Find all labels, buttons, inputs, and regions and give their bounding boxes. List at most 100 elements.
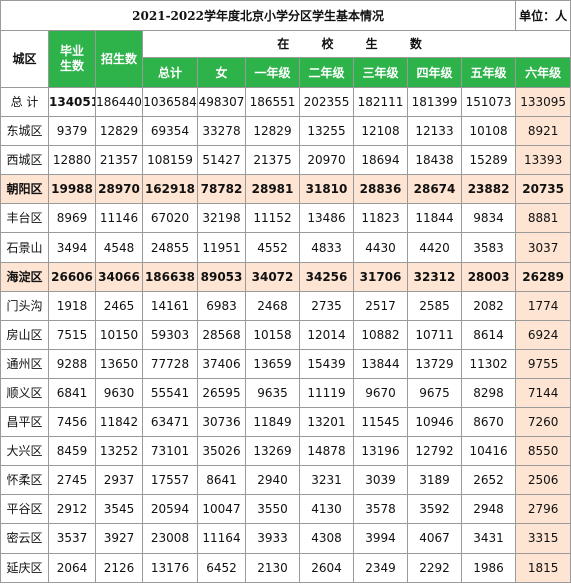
grade-3-cell: 3039 [353,465,408,496]
grade-3-cell: 13196 [353,436,408,467]
grade-3-cell: 31706 [353,261,408,292]
district-row: 东城区 9379 12829 69354 33278 12829 13255 12108 121… [0,116,571,147]
grade-6-cell: 8921 [515,116,571,147]
total-cell: 77728 [142,348,198,379]
grade-4-cell: 2292 [407,552,462,583]
grade-2-cell: 2604 [299,552,354,583]
district-name-cell: 怀柔区 [0,465,49,496]
district-name-cell: 密云区 [0,523,49,554]
grade-1-cell: 11152 [245,203,300,234]
grade-5-cell: 2652 [460,465,517,496]
grade-6-cell: 26289 [515,261,571,292]
enrollment-cell: 34066 [95,261,143,292]
grade-1-cell: 13269 [245,436,300,467]
district-row: 朝阳区 19988 28970 162918 78782 28981 31810 28836 2… [0,174,571,205]
graduates-cell: 9288 [48,348,96,379]
grade-2-cell: 13255 [299,116,354,147]
grade-4-cell: 3592 [407,494,462,525]
enrollment-cell: 28970 [95,174,143,205]
grade-2-cell: 14878 [299,436,354,467]
table-title: 2021-2022学年度北京小学分区学生基本情况 [0,0,517,31]
grade-5-cell: 3583 [460,232,517,263]
graduates-cell: 3537 [48,523,96,554]
grade-3-cell: 28836 [353,174,408,205]
enrollment-cell: 13650 [95,348,143,379]
grade-2-cell: 31810 [299,174,354,205]
in-school-header: 在 校 生 数 [141,30,571,58]
grade-2-cell: 34256 [299,261,354,292]
graduates-cell: 9379 [48,116,96,147]
grade-2-cell: 4833 [299,232,354,263]
total-cell: 20594 [142,494,198,525]
grade-1-cell: 28981 [245,174,300,205]
grade-4-cell: 13729 [407,348,462,379]
total-cell: 1036584 [142,86,198,118]
grade-5-cell: 15289 [460,145,517,176]
graduates-cell: 26606 [48,261,96,292]
grade-4-cell: 28674 [407,174,462,205]
grade-2-header: 二年级 [299,57,354,88]
district-name-cell: 朝阳区 [0,174,49,205]
graduates-cell: 134051 [48,86,96,118]
grade-6-cell: 6924 [515,319,571,350]
district-row: 海淀区 26606 34066 186638 89053 34072 34256 31706 3… [0,261,571,292]
grade-3-cell: 2517 [353,290,408,321]
enrollment-cell: 2126 [95,552,143,583]
total-cell: 67020 [142,203,198,234]
grade-4-cell: 18438 [407,145,462,176]
grade-1-cell: 13659 [245,348,300,379]
graduates-cell: 19988 [48,174,96,205]
graduates-cell: 2745 [48,465,96,496]
female-cell: 78782 [197,174,246,205]
grade-2-cell: 13486 [299,203,354,234]
grade-5-cell: 23882 [460,174,517,205]
grade-1-cell: 3550 [245,494,300,525]
grade-3-cell: 2349 [353,552,408,583]
female-cell: 37406 [197,348,246,379]
total-cell: 73101 [142,436,198,467]
total-cell: 69354 [142,116,198,147]
graduates-header: 毕业生数 [48,30,96,88]
grade-2-cell: 13201 [299,407,354,438]
graduates-cell: 6841 [48,377,96,409]
enrollment-cell: 4548 [95,232,143,263]
grade-4-cell: 12792 [407,436,462,467]
district-row: 大兴区 8459 13252 73101 35026 13269 14878 13196 127… [0,436,571,467]
grade-5-cell: 28003 [460,261,517,292]
grade-4-cell: 11844 [407,203,462,234]
district-row: 昌平区 7456 11842 63471 30736 11849 13201 11545 109… [0,407,571,438]
female-cell: 26595 [197,377,246,409]
grade-4-cell: 2585 [407,290,462,321]
grade-5-cell: 11302 [460,348,517,379]
grade-3-cell: 11823 [353,203,408,234]
grade-1-cell: 2130 [245,552,300,583]
female-cell: 51427 [197,145,246,176]
total-cell: 14161 [142,290,198,321]
grade-3-header: 三年级 [353,57,408,88]
graduates-cell: 3494 [48,232,96,263]
district-name-cell: 门头沟 [0,290,49,321]
grade-3-cell: 3578 [353,494,408,525]
district-row: 顺义区 6841 9630 55541 26595 9635 11119 9670 9675 82… [0,377,571,409]
grade-5-cell: 3431 [460,523,517,554]
grade-2-cell: 15439 [299,348,354,379]
enrollment-cell: 21357 [95,145,143,176]
district-name-cell: 石景山 [0,232,49,263]
grade-2-cell: 12014 [299,319,354,350]
female-cell: 498307 [197,86,246,118]
grade-3-cell: 9670 [353,377,408,409]
total-cell: 162918 [142,174,198,205]
female-cell: 32198 [197,203,246,234]
district-name-cell: 总 计 [0,86,49,118]
enrollment-cell: 11842 [95,407,143,438]
unit-label: 单位：人 [515,0,571,31]
grade-4-cell: 10946 [407,407,462,438]
grade-4-cell: 181399 [407,86,462,118]
enrollment-cell: 2937 [95,465,143,496]
graduates-cell: 2912 [48,494,96,525]
district-name-cell: 通州区 [0,348,49,379]
grade-1-header: 一年级 [245,57,300,88]
total-cell: 63471 [142,407,198,438]
female-cell: 8641 [197,465,246,496]
